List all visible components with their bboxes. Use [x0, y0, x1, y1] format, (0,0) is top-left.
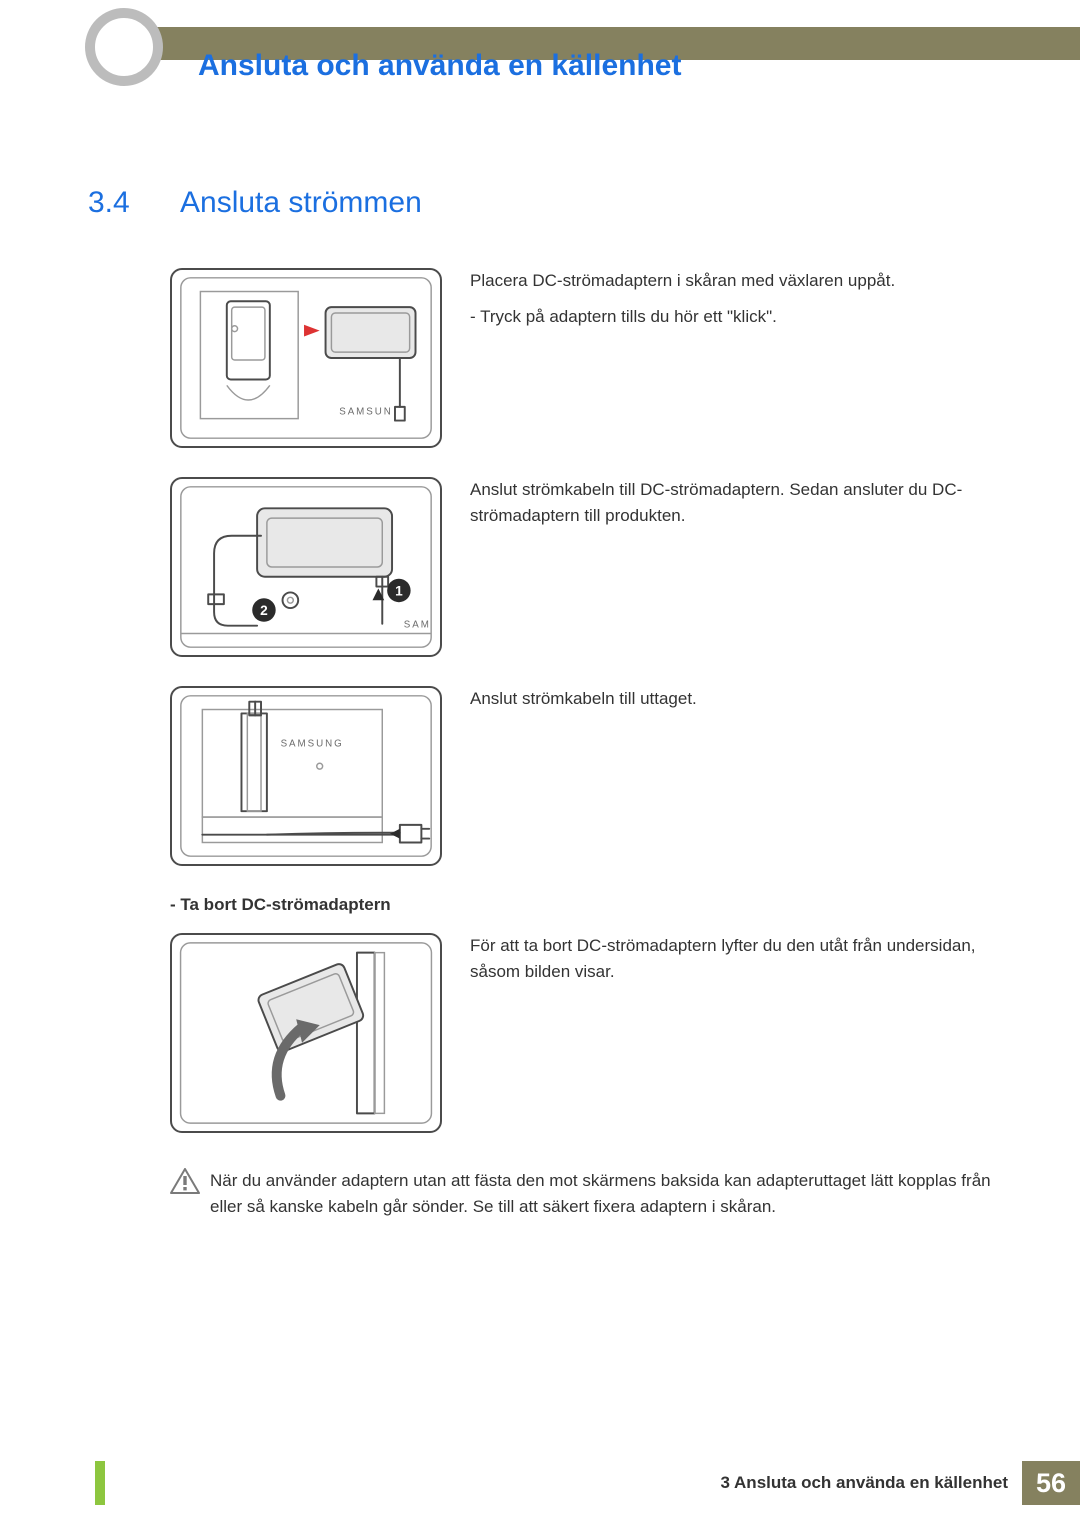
step3-text: Anslut strömkabeln till uttaget. — [470, 686, 697, 712]
step4-text: För att ta bort DC-strömadaptern lyfter … — [470, 933, 1010, 984]
figure-step2: 1 2 SAM — [170, 477, 450, 662]
step1-text: Placera DC-strömadaptern i skåran med vä… — [470, 268, 895, 329]
illustration-remove-adapter — [170, 933, 442, 1133]
section-title: Ansluta strömmen — [180, 186, 422, 220]
brand-label: SAMSUN — [339, 407, 393, 418]
warning-text: När du använder adaptern utan att fästa … — [210, 1168, 1010, 1221]
step1-line1: Placera DC-strömadaptern i skåran med vä… — [470, 268, 895, 294]
chapter-number-circle — [85, 8, 163, 86]
footer-chapter-label: 3 Ansluta och använda en källenhet — [720, 1473, 1008, 1493]
illustration-adapter-insert: SAMSUN — [170, 268, 442, 448]
step2-text: Anslut strömkabeln till DC-strömadaptern… — [470, 477, 1010, 528]
illustration-outlet: SAMSUNG — [170, 686, 442, 866]
footer-page-number: 56 — [1022, 1461, 1080, 1505]
step-row: 1 2 SAM Anslut strömkabeln till DC-ström… — [170, 477, 1010, 662]
illustration-adapter-cable: 1 2 SAM — [170, 477, 442, 657]
badge-1: 1 — [395, 583, 403, 598]
warning-icon — [170, 1168, 210, 1199]
chapter-title: Ansluta och använda en källenhet — [198, 49, 681, 83]
content-region: SAMSUN Placera DC-strömadaptern i skåran… — [170, 268, 1010, 1221]
figure-step1: SAMSUN — [170, 268, 450, 453]
footer-bar: 3 Ansluta och använda en källenhet 56 — [95, 1461, 1080, 1505]
figure-step3: SAMSUNG — [170, 686, 450, 871]
brand-label2: SAM — [404, 620, 431, 631]
brand-label3: SAMSUNG — [281, 739, 344, 750]
step-row: För att ta bort DC-strömadaptern lyfter … — [170, 933, 1010, 1138]
remove-adapter-heading: - Ta bort DC-strömadaptern — [170, 895, 1010, 915]
badge-2: 2 — [260, 603, 268, 618]
step-row: SAMSUN Placera DC-strömadaptern i skåran… — [170, 268, 1010, 453]
warning-row: När du använder adaptern utan att fästa … — [170, 1168, 1010, 1221]
step1-line2: - Tryck på adaptern tills du hör ett "kl… — [470, 304, 895, 330]
figure-step4 — [170, 933, 450, 1138]
section-number: 3.4 — [88, 186, 130, 220]
step-row: SAMSUNG Anslut strömkabeln till uttaget. — [170, 686, 1010, 871]
